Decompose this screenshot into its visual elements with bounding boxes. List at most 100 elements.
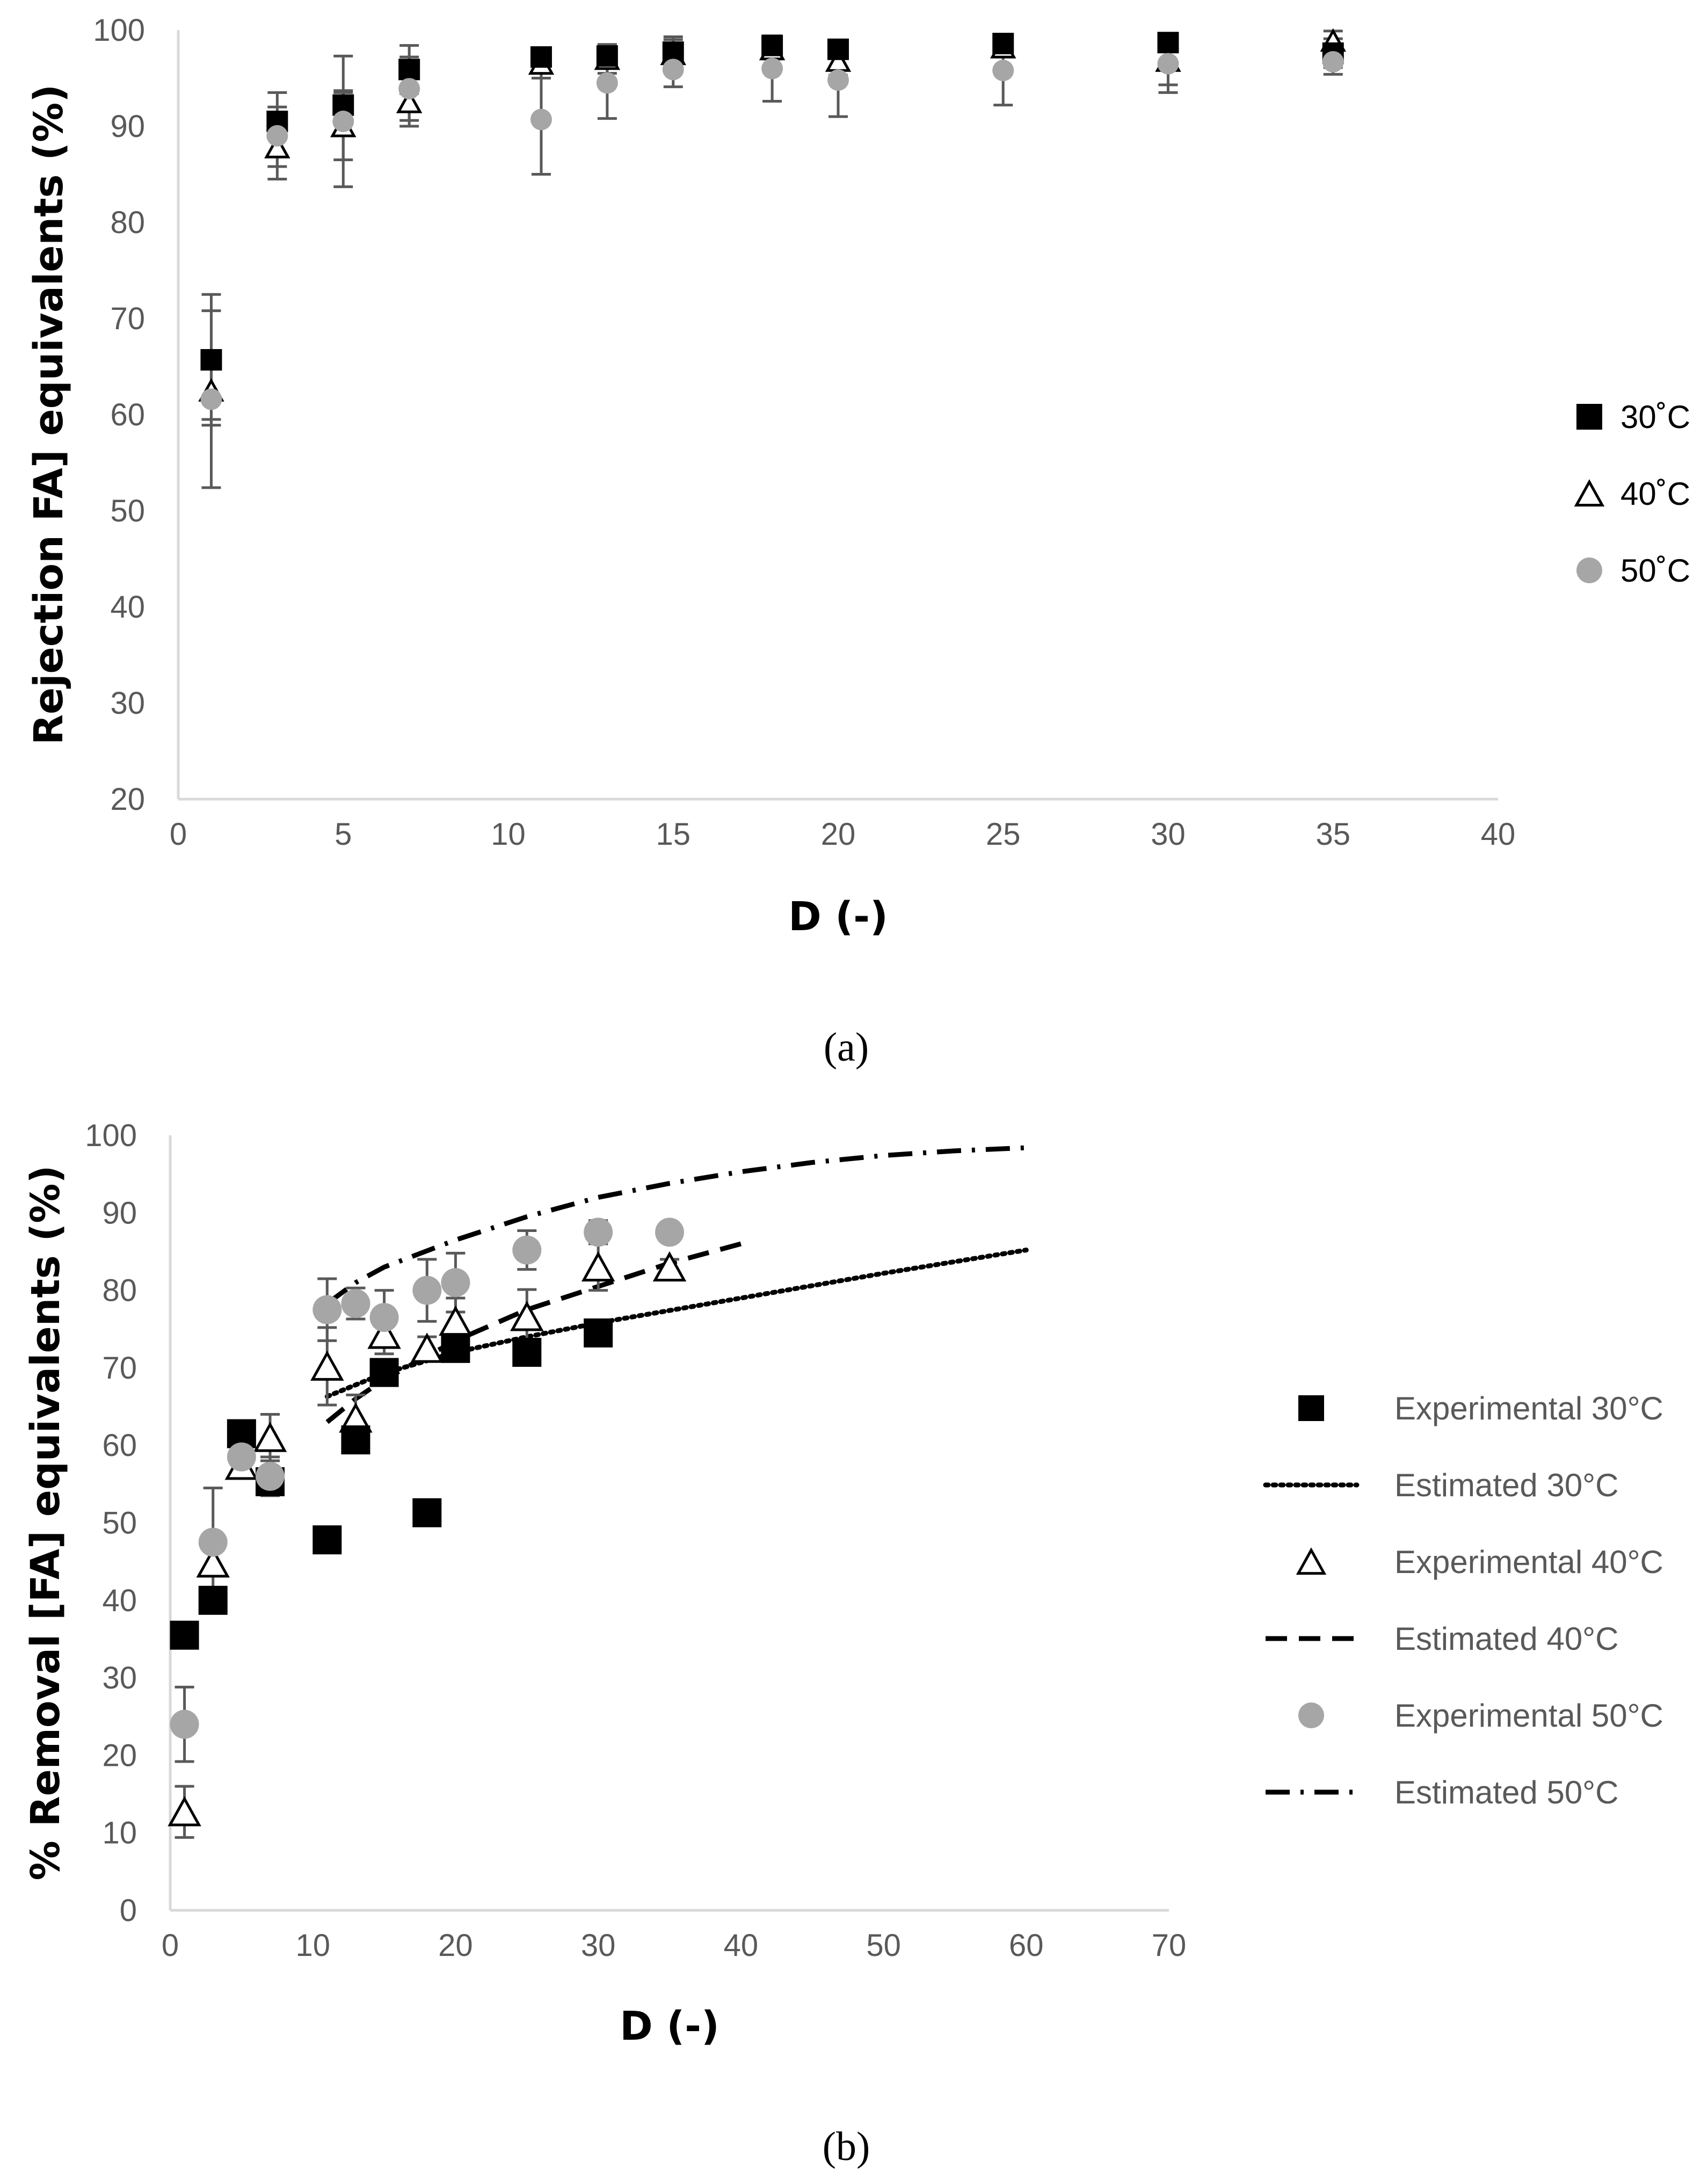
legend-marker [1296,1547,1327,1575]
legend-item-estimated-30-c: Estimated 30°C [1263,1467,1619,1503]
panel-b-data-points [168,1218,687,1827]
x-tick-label: 20 [821,817,856,852]
data-point-experimental-30-c [441,1334,470,1363]
x-tick-label: 15 [656,817,691,852]
series-line-estimated-50-c [325,1145,1027,1306]
legend-item-estimated-50-c: Estimated 50°C [1266,1774,1619,1810]
x-tick-label: 60 [1009,1928,1044,1963]
legend-item-50-c: 50˚C [1576,553,1690,589]
data-point-experimental-30-c [341,1425,370,1455]
legend-label: Estimated 30°C [1394,1467,1619,1503]
y-tick-label: 80 [110,205,145,240]
panel-a-legend: 30˚C 40˚C 50˚C [1574,399,1690,589]
x-tick-label: 30 [1151,817,1186,852]
panel-a-y-tick-labels: 20 30 40 50 60 70 80 90 100 [93,13,145,817]
x-tick-label: 40 [1481,817,1516,852]
data-point-experimental-50-c [170,1709,199,1739]
panel-a-axes [177,30,1498,801]
x-tick-label: 40 [724,1928,759,1963]
data-point-experimental-40-c [168,1796,201,1827]
legend-item-experimental-30-c: Experimental 30°C [1298,1390,1663,1426]
x-tick-label: 10 [491,817,526,852]
x-tick-label: 25 [986,817,1021,852]
y-tick-label: 50 [102,1506,137,1541]
legend-item-experimental-50-c: Experimental 50°C [1298,1698,1663,1734]
y-tick-label: 0 [120,1893,137,1928]
data-point-50-c [596,72,618,94]
y-tick-label: 90 [102,1195,137,1230]
legend-item-experimental-40-c: Experimental 40°C [1296,1544,1663,1580]
data-point-experimental-40-c [196,1547,230,1578]
panel-a-x-axis-label: D (-) [788,894,888,940]
y-tick-label: 60 [110,397,145,432]
legend-label: 30˚C [1620,399,1690,435]
data-point-experimental-50-c [341,1289,370,1318]
data-point-30-c [992,33,1014,55]
y-tick-label: 20 [110,782,145,817]
data-point-experimental-40-c [510,1301,544,1331]
data-point-experimental-50-c [198,1527,228,1557]
data-point-experimental-50-c [256,1461,285,1491]
data-point-50-c [992,60,1014,82]
panel-a-data-points [198,28,1346,410]
panel-b-x-tick-labels: 0 10 20 30 40 50 60 70 [162,1928,1186,1963]
panel-a-error-bars [201,30,1343,489]
panel-b-removal-chart: 0 10 20 30 40 50 60 70 0 10 20 30 40 50 60 70 80 90 100 D… [23,1118,1663,2169]
data-point-experimental-30-c [512,1338,542,1367]
data-point-experimental-30-c [412,1498,442,1527]
y-tick-label: 40 [102,1583,137,1618]
data-point-50-c [398,78,420,100]
panel-b-error-bars [175,1219,679,1839]
y-tick-label: 40 [110,590,145,625]
panel-a-label: (a) [824,1025,869,1070]
panel-a-x-tick-labels: 0 5 10 15 20 25 30 35 40 [170,817,1515,852]
data-point-30-c [398,59,420,81]
data-point-experimental-40-c [581,1251,615,1282]
data-point-experimental-50-c [512,1235,542,1265]
data-point-30-c [1157,32,1179,54]
legend-marker [1574,479,1605,507]
data-point-experimental-40-c [310,1350,344,1381]
data-point-50-c [662,59,684,81]
data-point-experimental-50-c [227,1442,256,1472]
data-point-50-c [530,108,552,131]
data-point-experimental-50-c [412,1276,442,1305]
x-tick-label: 10 [295,1928,330,1963]
x-tick-label: 0 [162,1928,179,1963]
x-tick-label: 35 [1315,817,1350,852]
legend-label: Experimental 50°C [1394,1698,1663,1734]
data-point-experimental-40-c [439,1305,473,1336]
data-point-experimental-30-c [369,1358,399,1387]
panel-b-label: (b) [823,2124,870,2169]
legend-label: Experimental 30°C [1394,1390,1663,1426]
data-point-50-c [332,111,354,133]
data-point-30-c [761,34,783,56]
panel-b-y-tick-labels: 0 10 20 30 40 50 60 70 80 90 100 [85,1118,137,1928]
legend-label: Estimated 50°C [1394,1774,1619,1810]
legend-marker [1298,1702,1324,1728]
data-point-experimental-40-c [367,1318,401,1349]
legend-item-30-c: 30˚C [1576,399,1690,435]
y-tick-label: 100 [85,1118,137,1153]
data-point-40-c [396,90,423,113]
legend-item-estimated-40-c: Estimated 40°C [1266,1621,1619,1657]
legend-label: Estimated 40°C [1394,1621,1619,1657]
data-point-50-c [827,69,849,91]
data-point-40-c [264,135,290,158]
data-point-experimental-50-c [312,1295,342,1324]
panel-b-x-axis-label: D (-) [620,2003,719,2049]
y-tick-label: 100 [93,13,145,48]
y-tick-label: 70 [102,1351,137,1386]
data-point-experimental-40-c [410,1332,444,1363]
data-point-experimental-50-c [441,1268,470,1298]
data-point-30-c [530,46,552,68]
x-tick-label: 20 [438,1928,473,1963]
x-tick-label: 0 [170,817,187,852]
legend-item-40-c: 40˚C [1574,476,1690,512]
y-tick-label: 10 [102,1816,137,1851]
data-point-experimental-40-c [253,1422,287,1452]
legend-marker [1576,557,1602,583]
legend-marker [1298,1395,1324,1421]
x-tick-label: 30 [581,1928,616,1963]
